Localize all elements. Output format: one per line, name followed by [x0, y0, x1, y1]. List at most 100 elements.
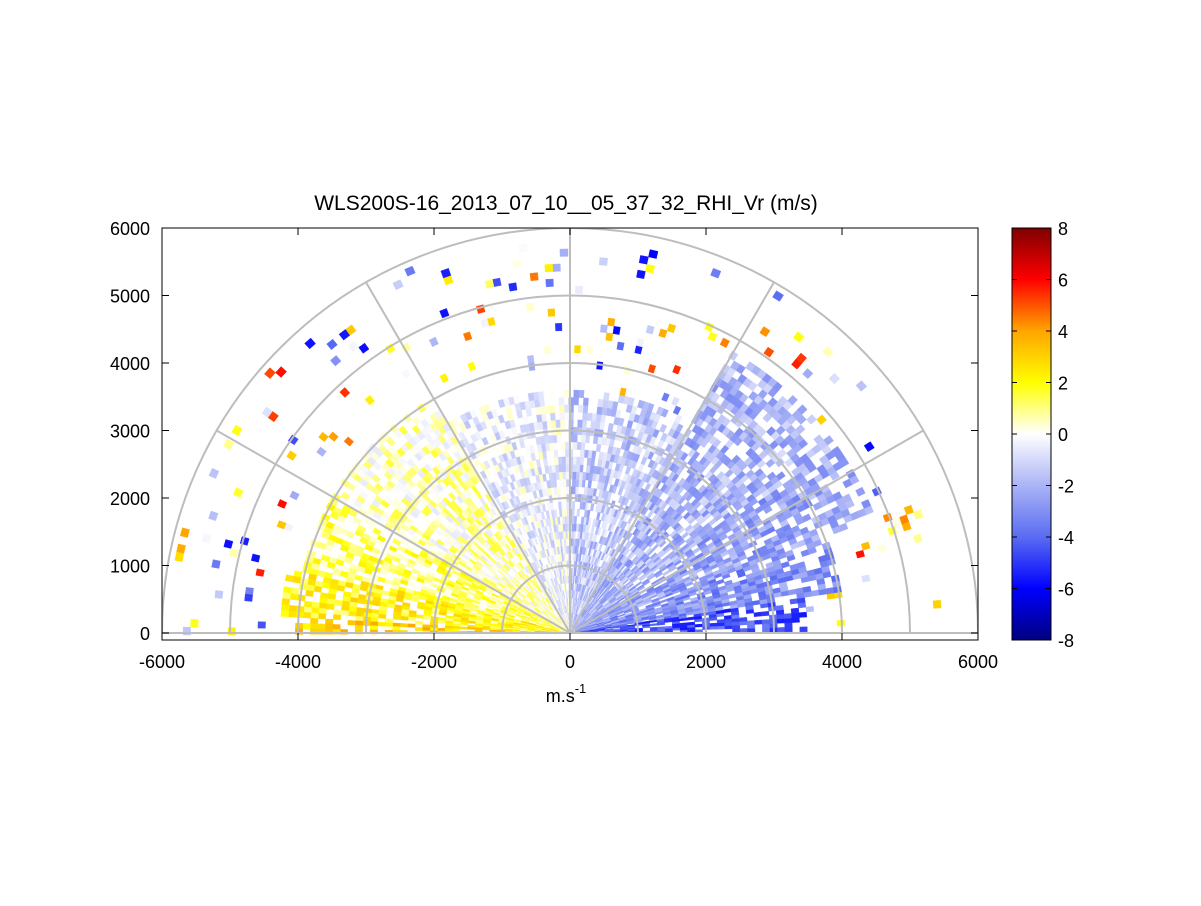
velocity-cell	[546, 279, 554, 287]
velocity-cell	[318, 624, 326, 629]
colorbar-tick-label: -8	[1058, 631, 1074, 651]
velocity-cell	[573, 464, 577, 472]
x-tick-label: 0	[565, 652, 575, 672]
velocity-cell	[695, 624, 703, 627]
velocity-cell	[282, 599, 290, 606]
velocity-cell	[415, 627, 423, 630]
velocity-cell	[710, 626, 718, 629]
velocity-cell	[333, 615, 341, 620]
y-tick-label: 4000	[110, 354, 150, 374]
velocity-cell	[319, 603, 327, 609]
velocity-cell	[792, 618, 800, 623]
velocity-cell	[754, 612, 762, 617]
velocity-cell	[572, 487, 575, 495]
velocity-cell	[762, 624, 770, 628]
velocity-cell	[475, 630, 483, 632]
velocity-cell	[400, 623, 408, 627]
velocity-cell	[348, 611, 356, 616]
x-tick-label: -6000	[139, 652, 185, 672]
velocity-cell	[572, 472, 576, 480]
velocity-cell	[224, 540, 233, 549]
velocity-cell	[393, 623, 401, 627]
velocity-cell	[806, 606, 814, 612]
velocity-cell	[573, 553, 575, 561]
velocity-cell	[530, 273, 538, 281]
velocity-cell	[658, 627, 666, 629]
colorbar-tick-label: -6	[1058, 580, 1074, 600]
velocity-cell	[636, 270, 645, 279]
velocity-cell	[310, 624, 318, 630]
velocity-cell	[245, 587, 253, 595]
velocity-cell	[562, 472, 566, 480]
velocity-cell	[790, 599, 798, 605]
velocity-cell	[560, 249, 568, 257]
velocity-cell	[312, 602, 320, 608]
velocity-cell	[325, 624, 333, 629]
velocity-cell	[318, 613, 326, 619]
velocity-cell	[408, 617, 416, 621]
velocity-cell	[862, 575, 871, 583]
velocity-cell	[567, 501, 570, 508]
velocity-cell	[591, 421, 596, 429]
velocity-cell	[575, 487, 578, 495]
velocity-cell	[563, 479, 566, 487]
velocity-cell	[544, 346, 551, 354]
velocity-cell	[554, 487, 558, 495]
velocity-cell	[560, 420, 565, 428]
x-tick-label: 4000	[822, 652, 862, 672]
velocity-cell	[578, 531, 581, 539]
velocity-cell	[311, 613, 319, 619]
velocity-cell	[580, 502, 583, 510]
y-tick-label: 2000	[110, 489, 150, 509]
velocity-cell	[584, 487, 588, 495]
velocity-cell	[566, 479, 569, 487]
velocity-cell	[528, 393, 534, 401]
velocity-cell	[571, 546, 573, 554]
velocity-cell	[724, 615, 732, 619]
y-tick-label: 0	[140, 624, 150, 644]
velocity-cell	[799, 612, 807, 617]
velocity-cell	[613, 326, 621, 334]
velocity-cell	[385, 619, 393, 623]
velocity-cell	[587, 458, 591, 466]
velocity-cell	[385, 622, 393, 626]
velocity-cell	[574, 390, 579, 398]
colorbar	[1012, 228, 1051, 640]
velocity-cell	[680, 623, 688, 626]
velocity-cell	[572, 479, 575, 487]
velocity-cell	[599, 258, 608, 266]
velocity-cell	[747, 624, 755, 628]
velocity-cell	[725, 625, 733, 629]
velocity-cell	[800, 627, 808, 632]
velocity-cell	[567, 509, 570, 517]
velocity-cell	[548, 391, 554, 399]
velocity-cell	[717, 626, 725, 629]
velocity-cell	[574, 524, 577, 532]
velocity-cell	[550, 405, 555, 413]
velocity-cell	[393, 616, 401, 620]
velocity-cell	[573, 435, 577, 443]
velocity-cell	[564, 405, 569, 413]
velocity-cell	[560, 479, 564, 487]
velocity-cell	[785, 627, 793, 632]
velocity-cell	[550, 450, 555, 458]
velocity-cell	[304, 601, 312, 607]
velocity-cell	[548, 309, 555, 317]
velocity-cell	[574, 346, 580, 354]
velocity-cell	[575, 286, 582, 294]
velocity-cell	[574, 398, 579, 406]
velocity-cell	[580, 457, 584, 465]
velocity-cell	[776, 605, 784, 610]
velocity-cell	[305, 590, 313, 597]
velocity-cell	[415, 621, 423, 625]
velocity-cell	[370, 617, 378, 622]
velocity-cell	[639, 255, 648, 264]
velocity-cell	[561, 442, 565, 450]
velocity-cell	[564, 390, 569, 398]
velocity-cell	[303, 612, 311, 618]
velocity-cell	[565, 442, 569, 450]
velocity-cell	[710, 623, 718, 626]
velocity-cell	[732, 625, 740, 629]
velocity-cell	[333, 610, 341, 616]
velocity-cell	[258, 622, 266, 629]
